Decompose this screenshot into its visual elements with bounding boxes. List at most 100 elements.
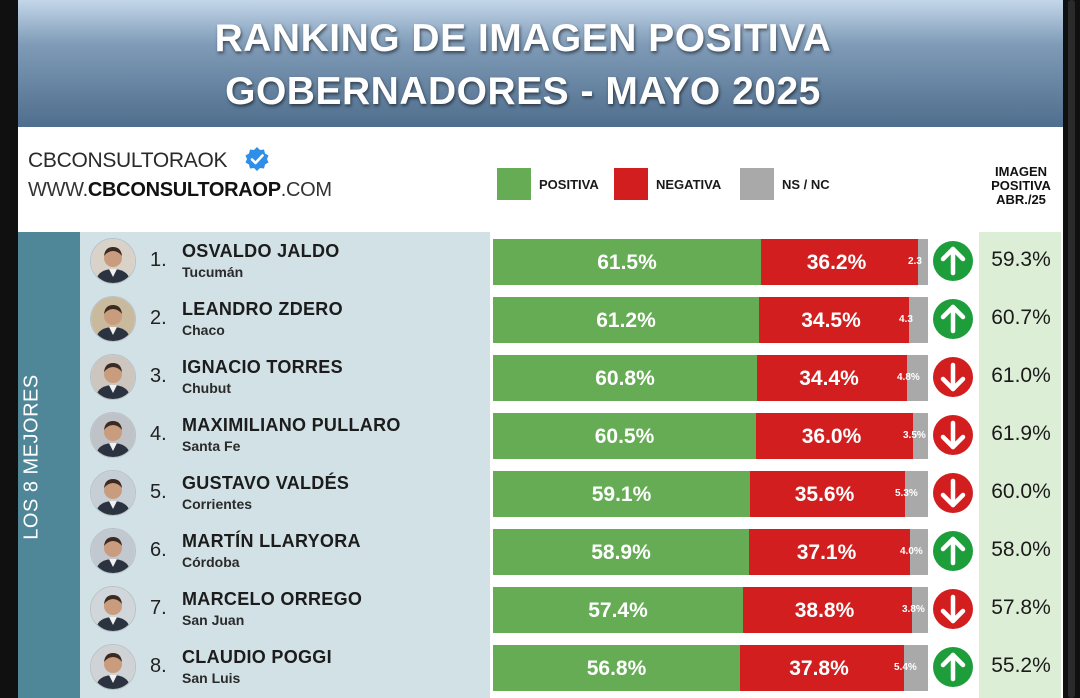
bar-negative: [759, 297, 909, 343]
scrollbar[interactable]: [1063, 0, 1080, 698]
governor-name: MARTÍN LLARYORA: [182, 531, 361, 551]
left-frame-edge: [0, 0, 18, 698]
bar-label-positive: 60.8%: [595, 367, 655, 390]
bar-nsnc: [909, 297, 928, 343]
stacked-bar: 61.5% 36.2% 2.3: [493, 239, 928, 285]
names-column-background: [80, 232, 490, 698]
bar-positive: [493, 297, 759, 343]
legend-label-nsnc: NS / NC: [782, 176, 830, 192]
bar-label-positive: 61.5%: [597, 251, 657, 274]
bar-label-negative: 34.5%: [801, 309, 861, 332]
governor-name: CLAUDIO POGGI: [182, 647, 332, 667]
governor-avatar: [90, 354, 136, 400]
governor-avatar: [90, 586, 136, 632]
ranking-row: 5. GUSTAVO VALDÉS Corrientes 59.1% 35.6%…: [80, 465, 1063, 521]
legend-swatch-nsnc: [740, 168, 774, 200]
governor-name: LEANDRO ZDERO: [182, 299, 343, 319]
governor-name: MAXIMILIANO PULLARO: [182, 415, 401, 435]
bar-negative: [756, 413, 913, 459]
bar-positive: [493, 645, 740, 691]
bar-nsnc: [907, 355, 928, 401]
bar-label-negative: 38.8%: [794, 599, 855, 622]
arrow-up-icon: [933, 531, 973, 571]
bar-positive: [493, 413, 756, 459]
bar-label-positive: 61.2%: [596, 309, 656, 332]
ranking-row: 1. OSVALDO JALDO Tucumán 61.5% 36.2% 2.3…: [80, 233, 1063, 289]
governor-province: San Luis: [182, 670, 241, 686]
rank-number: 3.: [150, 365, 167, 387]
ranking-row: 6. MARTÍN LLARYORA Córdoba 58.9% 37.1% 4…: [80, 523, 1063, 579]
bar-positive: [493, 529, 749, 575]
stacked-bar: 60.8% 34.4% 4.8%: [493, 355, 928, 401]
ranking-row: 2. LEANDRO ZDERO Chaco 61.2% 34.5% 4.3 6…: [80, 291, 1063, 347]
brand-url-bold: CBCONSULTORAOP: [87, 179, 281, 201]
legend-label-positive: POSITIVA: [539, 176, 599, 192]
bar-nsnc: [905, 471, 928, 517]
stacked-bar: 59.1% 35.6% 5.3%: [493, 471, 928, 517]
prev-image-value: 55.2%: [991, 654, 1051, 677]
governor-name: MARCELO ORREGO: [182, 589, 363, 609]
ranking-row: 3. IGNACIO TORRES Chubut 60.8% 34.4% 4.8…: [80, 349, 1063, 405]
stacked-bar: 60.5% 36.0% 3.5%: [493, 413, 928, 459]
governor-province: Corrientes: [182, 496, 253, 512]
legend-negative: NEGATIVA: [614, 168, 721, 200]
arrow-down-icon: [933, 473, 973, 513]
ranking-row: 4. MAXIMILIANO PULLARO Santa Fe 60.5% 36…: [80, 407, 1063, 463]
arrow-up-icon: [933, 299, 973, 339]
bar-label-negative: 37.1%: [796, 541, 857, 564]
legend-positive: POSITIVA: [497, 168, 599, 200]
prev-image-value: 61.0%: [991, 364, 1051, 387]
governor-name: IGNACIO TORRES: [182, 357, 343, 377]
rank-number: 2.: [150, 307, 167, 329]
stacked-bar: 57.4% 38.8% 3.8%: [493, 587, 928, 633]
bar-label-nsnc: 4.3: [899, 314, 913, 325]
bar-label-negative: 37.8%: [789, 657, 849, 680]
brand-url: WWW.CBCONSULTORAOP.COM: [28, 179, 332, 202]
governor-avatar: [90, 412, 136, 458]
bar-label-nsnc: 4.8%: [897, 372, 920, 383]
bar-positive: [493, 587, 743, 633]
prev-image-header-line3: ABR./25: [996, 192, 1046, 207]
legend-nsnc: NS / NC: [740, 168, 830, 200]
prev-image-value: 59.3%: [991, 248, 1051, 271]
governor-province: San Juan: [182, 612, 245, 628]
rank-number: 1.: [150, 249, 167, 271]
governor-name: OSVALDO JALDO: [182, 241, 340, 261]
bar-positive: [493, 355, 757, 401]
prev-image-header-line1: IMAGEN: [995, 164, 1047, 179]
bar-label-negative: 36.2%: [806, 251, 867, 274]
brand-url-prefix: WWW.: [28, 179, 88, 201]
bar-label-nsnc: 5.3%: [895, 488, 918, 499]
brand-handle: CBCONSULTORAOK: [28, 149, 228, 172]
governor-name: GUSTAVO VALDÉS: [182, 473, 350, 493]
governor-province: Chaco: [182, 322, 225, 338]
title-line-1: RANKING DE IMAGEN POSITIVA: [214, 17, 832, 60]
prev-image-header: IMAGEN POSITIVA ABR./25: [979, 165, 1063, 207]
bar-nsnc: [910, 529, 928, 575]
bar-positive: [493, 239, 761, 285]
stacked-bar: 58.9% 37.1% 4.0%: [493, 529, 928, 575]
bar-label-positive: 57.4%: [588, 599, 648, 622]
title-banner: RANKING DE IMAGEN POSITIVA GOBERNADORES …: [18, 0, 1063, 127]
governor-avatar: [90, 470, 136, 516]
scrollbar-track[interactable]: [1068, 0, 1075, 698]
governor-province: Chubut: [182, 380, 231, 396]
rank-number: 6.: [150, 539, 167, 561]
rank-number: 8.: [150, 655, 167, 677]
bar-negative: [757, 355, 907, 401]
bar-negative: [749, 529, 910, 575]
governor-province: Córdoba: [182, 554, 240, 570]
group-sidebar: [18, 232, 80, 698]
prev-image-header-line2: POSITIVA: [991, 178, 1051, 193]
bar-negative: [761, 239, 918, 285]
bar-label-nsnc: 5.4%: [894, 662, 917, 673]
bar-nsnc: [912, 587, 928, 633]
bar-label-positive: 56.8%: [586, 657, 647, 680]
prev-image-value: 60.7%: [991, 306, 1051, 329]
rank-number: 5.: [150, 481, 167, 503]
bar-label-positive: 60.5%: [594, 425, 655, 448]
governor-avatar: [90, 296, 136, 342]
legend-label-negative: NEGATIVA: [656, 176, 722, 192]
bar-label-nsnc: 4.0%: [900, 546, 923, 557]
verified-badge-icon: [245, 147, 269, 171]
